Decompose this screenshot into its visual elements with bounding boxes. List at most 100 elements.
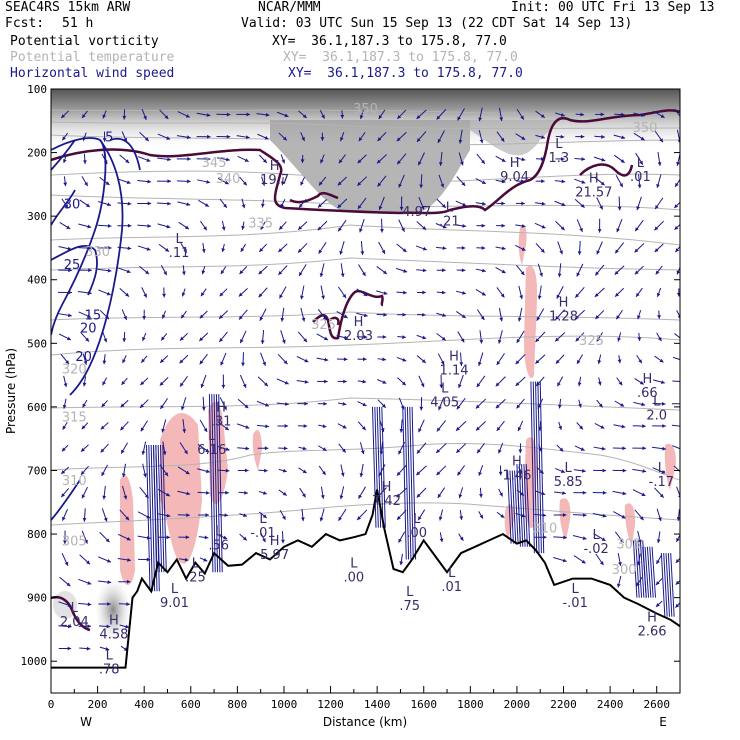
wind-arrow-head (396, 493, 401, 498)
wind-arrow-head (340, 273, 345, 278)
wind-arrow-head (362, 402, 367, 407)
wind-arrow-head (166, 535, 171, 540)
wind-arrow-head (436, 427, 441, 432)
wind-arrow-head (142, 316, 147, 320)
wind-streak (509, 470, 514, 544)
wind-arrow-head (322, 471, 326, 475)
wind-arrow-head (279, 294, 283, 299)
wind-arrow-head (279, 225, 283, 230)
wind-arrow-head (462, 202, 467, 207)
wind-arrow-head (642, 424, 646, 428)
wind-streak (153, 445, 158, 573)
wind-arrow-head (396, 471, 401, 476)
wind-arrow-head (243, 513, 247, 517)
wind-arrow-head (61, 114, 66, 119)
wind-arrow-head (68, 268, 72, 273)
wind-arrow-head (343, 357, 348, 362)
wind-arrow-head (145, 270, 149, 275)
wind-arrow-head (516, 404, 521, 409)
wind-arrow-head (125, 624, 130, 629)
extremum-mark: L (350, 556, 358, 571)
wind-streak (381, 406, 386, 528)
wind-arrow-head (140, 404, 144, 408)
wind-arrow-head (562, 513, 567, 517)
wind-arrow-head (363, 313, 368, 318)
wind-arrow-head (478, 471, 482, 476)
wind-arrow-head (262, 491, 267, 495)
wind-arrow-head (561, 157, 565, 161)
wind-arrow-head (342, 424, 347, 429)
wind-arrow-head (300, 295, 304, 300)
wind-arrow-head (160, 358, 165, 363)
wind-arrow-head (576, 272, 581, 277)
wind-arrow-head (300, 181, 304, 186)
wind-arrow-head (403, 290, 407, 295)
wind-arrow-head (601, 537, 606, 541)
pv-contours (51, 109, 680, 632)
y-tick-label: 1000 (21, 655, 48, 668)
wind-arrow-head (283, 446, 288, 451)
wind-arrow-head (656, 292, 661, 297)
wind-arrow-head (240, 247, 245, 252)
wind-arrow-head (481, 223, 486, 228)
wind-arrow-head (62, 516, 66, 521)
x-tick-label: 200 (88, 698, 108, 711)
wind-arrow-head (105, 538, 110, 543)
x-tick-label: 600 (181, 698, 201, 711)
wind-arrow-head (299, 272, 303, 277)
wind-arrow-head (67, 246, 72, 251)
wind-arrow-head (495, 404, 500, 409)
wind-arrow-head (479, 339, 484, 344)
wind-arrow-head (282, 339, 286, 344)
wind-arrow-head (162, 293, 166, 298)
extremum-value: 1.28 (549, 310, 578, 325)
theta-label: 345 (202, 156, 227, 171)
wind-arrow-head (441, 204, 446, 208)
wind-arrow-head (127, 246, 132, 251)
wind-arrow-head (659, 358, 664, 363)
wind-streak (535, 381, 540, 554)
wind-arrow-head (634, 270, 639, 275)
wind-arrow-head (262, 159, 267, 163)
wind-arrow-head (676, 293, 680, 297)
wind-arrow-head (682, 402, 686, 406)
wind-arrow-head (481, 159, 485, 164)
wind-arrow-head (660, 114, 665, 118)
wind-arrow-head (521, 247, 526, 251)
wind-arrow-head (422, 268, 427, 273)
terrain-line (51, 489, 681, 669)
x-tick-label: 0 (48, 698, 55, 711)
wind-arrow-head (61, 447, 66, 452)
legend-pv-xy: XY= 36.1,187.3 to 175.8, 77.0 (272, 34, 507, 49)
wind-arrow-head (437, 493, 442, 498)
wind-arrow-head (518, 449, 523, 454)
extremum-value: 4.97 (402, 205, 431, 220)
wind-arrow-head (107, 602, 111, 606)
wind-arrow-head (61, 470, 66, 474)
wind-streak (665, 553, 671, 617)
extremum-value: 9.01 (160, 596, 189, 611)
wind-arrow-head (205, 448, 210, 453)
wind-arrow-head (88, 246, 92, 251)
wind-arrow-head (442, 246, 447, 251)
wind-arrow-head (203, 226, 207, 231)
x-axis-west-label: W (80, 715, 92, 729)
wind-arrow-head (580, 134, 585, 139)
y-axis-title: Pressure (hPa) (4, 348, 18, 434)
extrema-labels: H19.7H9.04L1.3H21.57L.01L.214.97L.11H2.0… (60, 137, 674, 678)
wind-arrow-head (258, 293, 263, 298)
x-tick-label: 1600 (410, 698, 437, 711)
wind-arrow-head (239, 315, 243, 320)
wind-arrow-head (223, 203, 227, 208)
wind-arrow-head (677, 139, 680, 144)
y-tick-label: 300 (27, 210, 47, 223)
wind-arrow-head (422, 246, 427, 251)
wind-arrow-head (541, 224, 546, 229)
wind-arrow-head (399, 561, 404, 566)
wind-arrow-head (615, 249, 619, 254)
wind-arrow-head (579, 227, 583, 232)
extremum-mark: L (572, 582, 580, 597)
wind-arrow-head (620, 403, 625, 407)
wind-arrow-head (319, 273, 324, 277)
wind-arrow-head (317, 203, 322, 208)
